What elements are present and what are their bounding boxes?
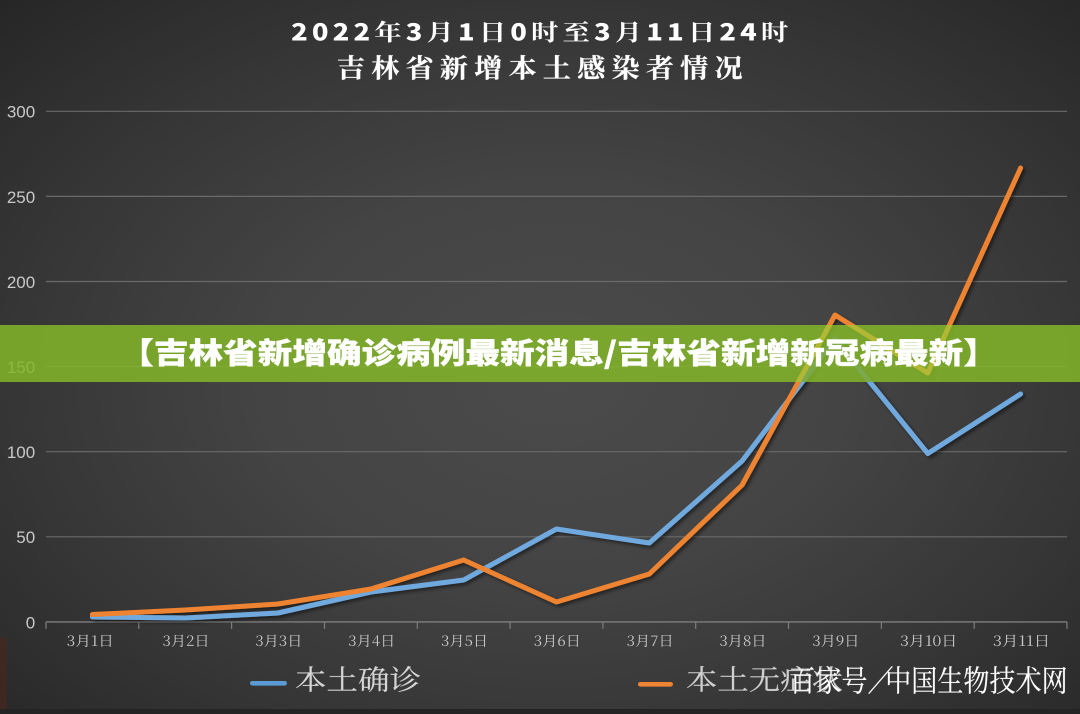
svg-text:200: 200 <box>7 273 35 292</box>
svg-text:100: 100 <box>7 443 35 462</box>
svg-text:300: 300 <box>7 103 35 122</box>
svg-text:50: 50 <box>16 528 35 547</box>
svg-text:0: 0 <box>26 613 35 632</box>
svg-text:250: 250 <box>7 188 35 207</box>
